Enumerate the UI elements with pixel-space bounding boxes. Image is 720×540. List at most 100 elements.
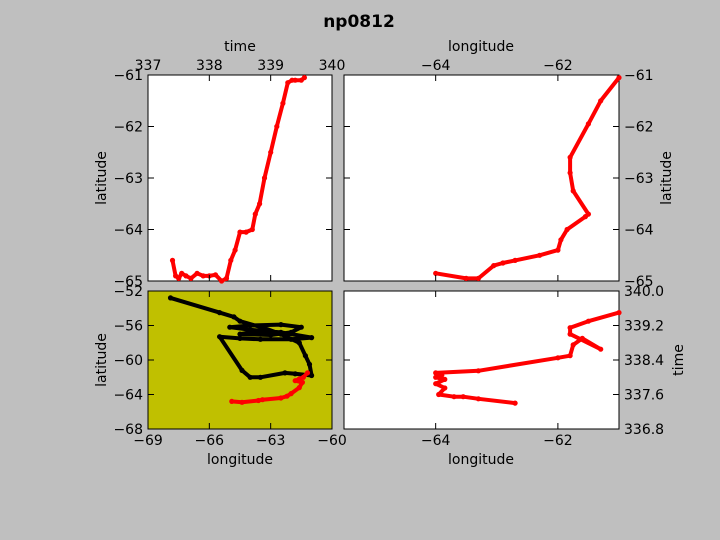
x-axis-label: longitude [448, 452, 514, 468]
history-point [282, 370, 288, 376]
track-point [463, 275, 469, 281]
track-point [567, 331, 573, 337]
history-point [302, 353, 308, 359]
track-point [292, 378, 298, 384]
history-point [268, 332, 274, 338]
track-point [585, 121, 592, 127]
y-tick-label: −60 [113, 353, 143, 369]
history-point [239, 367, 245, 373]
history-point [227, 324, 233, 330]
track-point [451, 394, 457, 400]
y-tick-label: 340.0 [624, 284, 664, 300]
track-point [598, 346, 604, 352]
x-tick-label: −63 [256, 433, 286, 449]
track-line [433, 75, 621, 281]
x-tick-label: 337 [135, 58, 162, 74]
track-point [460, 394, 466, 400]
track-point [239, 399, 245, 405]
track-point [300, 374, 306, 380]
track-point [442, 385, 448, 391]
history-point [292, 371, 298, 377]
track-point [442, 376, 448, 382]
panel-lat-vs-time: 337 338 339 340 −61 −62 −63 −64 −65 time latitud… [94, 39, 345, 290]
history-point [237, 331, 243, 337]
history-point [167, 295, 174, 301]
track-point [179, 270, 185, 276]
history-point [288, 336, 294, 342]
track-point [616, 75, 622, 81]
track-point [257, 201, 263, 207]
track-point [288, 391, 294, 397]
time-vs-lon-marks [433, 310, 622, 406]
history-point [288, 329, 294, 335]
y-axis-label: latitude [94, 333, 110, 387]
x-tick-label: 339 [257, 58, 284, 74]
track-point [475, 368, 481, 374]
history-point [261, 325, 268, 331]
track-point [475, 396, 481, 402]
plot-area [343, 290, 620, 430]
track-point [284, 393, 290, 399]
track-point [296, 385, 302, 391]
track-point [274, 123, 280, 130]
x-tick-label: −64 [421, 58, 451, 74]
map-ticks: −69 −66 −63 −60 −52 −56 −60 −64 −68 [113, 284, 346, 449]
x-tick-label: −62 [543, 58, 573, 74]
track-point [567, 170, 573, 176]
track-point [512, 400, 518, 406]
x-tick-label: −69 [133, 433, 163, 449]
track-point [212, 272, 219, 278]
y-tick-label: −61 [113, 68, 143, 84]
track-point [570, 188, 576, 194]
track-point [616, 310, 622, 316]
history-point [257, 328, 263, 334]
panel-time-vs-lon: −64 −62 340.0 339.2 338.4 337.6 336.8 longitud… [343, 284, 687, 468]
track-point [301, 75, 307, 81]
track-point [299, 379, 305, 385]
y-tick-label: −64 [113, 388, 143, 404]
track-point [268, 149, 274, 155]
track-point [176, 275, 182, 281]
track-point [249, 226, 255, 233]
lat-vs-time-ticks: 337 338 339 340 −61 −62 −63 −64 −65 [113, 58, 345, 290]
y-tick-label: −65 [113, 274, 143, 290]
history-point [217, 334, 223, 340]
x-axis-label: longitude [207, 452, 273, 468]
y-tick-label: −64 [624, 223, 654, 239]
lat-vs-lon-marks [433, 75, 622, 281]
track-point [296, 376, 302, 382]
track-point [579, 335, 585, 341]
y-axis-label: latitude [94, 151, 110, 205]
track-point [439, 372, 445, 378]
track-point [292, 77, 298, 83]
history-point [237, 335, 243, 341]
x-tick-label: −64 [421, 433, 451, 449]
track-point [252, 211, 258, 217]
track-point [255, 397, 261, 404]
track-point [200, 273, 206, 279]
track-point [188, 275, 194, 281]
plot-area [343, 74, 620, 282]
history-point [247, 327, 253, 333]
y-tick-label: 336.8 [624, 422, 664, 438]
track-point [433, 370, 439, 376]
track-point [433, 270, 439, 276]
track-point [433, 381, 439, 387]
x-tick-label: −62 [543, 433, 573, 449]
track-point [567, 353, 573, 359]
history-point [231, 314, 237, 320]
history-point [217, 310, 223, 316]
map-marks [167, 295, 315, 405]
history-point [257, 336, 263, 342]
x-tick-label: 340 [319, 58, 346, 74]
x-axis-label: longitude [448, 39, 514, 55]
track-point [280, 100, 286, 106]
y-tick-label: 338.4 [624, 353, 664, 369]
track-point [558, 237, 564, 243]
track-point [243, 229, 249, 235]
history-point [306, 361, 313, 367]
history-point [309, 335, 315, 341]
track-point [500, 260, 506, 266]
history-point [309, 372, 315, 379]
track-point [285, 80, 291, 86]
